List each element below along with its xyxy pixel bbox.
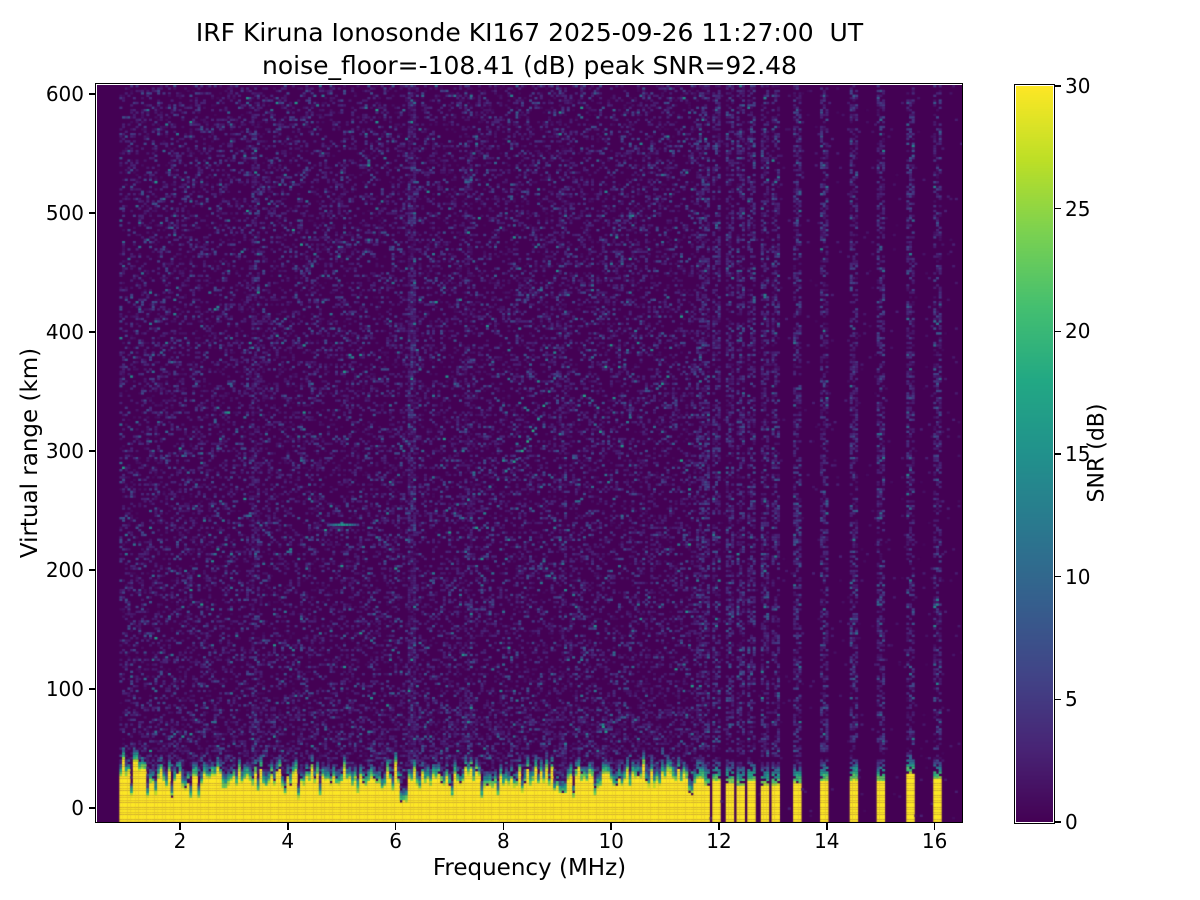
figure-title: IRF Kiruna Ionosonde KI167 2025-09-26 11…: [195, 18, 864, 47]
colorbar-tick-label: 30: [1065, 74, 1091, 98]
y-tick-label: 0: [71, 796, 84, 820]
y-tick-label: 400: [45, 320, 84, 344]
colorbar-tick-mark: [1054, 330, 1061, 333]
y-tick-mark: [89, 212, 96, 214]
colorbar-tick-mark: [1054, 453, 1061, 455]
x-tick-label: 6: [389, 829, 402, 853]
y-tick-mark: [89, 688, 96, 690]
colorbar-tick-label: 5: [1065, 687, 1078, 712]
x-axis-label: Frequency (MHz): [432, 855, 627, 881]
x-tick-mark: [933, 823, 936, 830]
x-tick-mark: [502, 823, 505, 830]
x-tick-mark: [394, 823, 397, 830]
colorbar-tick-mark: [1054, 821, 1061, 823]
x-tick-mark: [179, 823, 181, 830]
x-tick-mark: [610, 823, 612, 830]
colorbar-label: SNR (dB): [1084, 403, 1110, 503]
colorbar-tick-label: 10: [1065, 564, 1091, 589]
y-tick-label: 100: [45, 677, 84, 701]
y-tick-mark: [89, 331, 96, 333]
x-tick-label: 10: [598, 829, 624, 853]
x-tick-mark: [718, 823, 720, 830]
colorbar-tick-label: 0: [1065, 810, 1078, 834]
y-tick-label: 300: [45, 439, 84, 463]
colorbar: [1016, 86, 1053, 822]
figure-subtitle: noise_floor=-108.41 (dB) peak SNR=92.48: [262, 51, 797, 80]
x-tick-label: 16: [921, 829, 948, 853]
x-tick-label: 12: [706, 829, 732, 853]
x-tick-label: 2: [173, 829, 187, 853]
colorbar-tick-label: 20: [1065, 319, 1091, 344]
y-tick-mark: [89, 807, 96, 809]
y-tick-mark: [89, 450, 96, 452]
y-tick-label: 200: [45, 558, 84, 582]
colorbar-tick-mark: [1054, 85, 1061, 87]
y-tick-mark: [89, 569, 96, 571]
x-tick-mark: [287, 823, 289, 830]
colorbar-tick-mark: [1054, 207, 1061, 210]
x-tick-label: 4: [281, 829, 295, 853]
colorbar-tick-mark: [1054, 575, 1061, 578]
colorbar-tick-mark: [1054, 698, 1061, 701]
y-tick-label: 600: [45, 82, 84, 106]
colorbar-tick-label: 15: [1065, 442, 1091, 466]
y-tick-label: 500: [45, 201, 84, 225]
x-tick-label: 14: [814, 829, 840, 853]
x-tick-label: 8: [497, 829, 510, 853]
ionogram-heatmap: [97, 85, 962, 822]
y-axis-label: Virtual range (km): [17, 347, 43, 559]
x-tick-mark: [826, 823, 828, 830]
y-tick-mark: [89, 93, 96, 95]
colorbar-tick-label: 25: [1065, 196, 1091, 221]
